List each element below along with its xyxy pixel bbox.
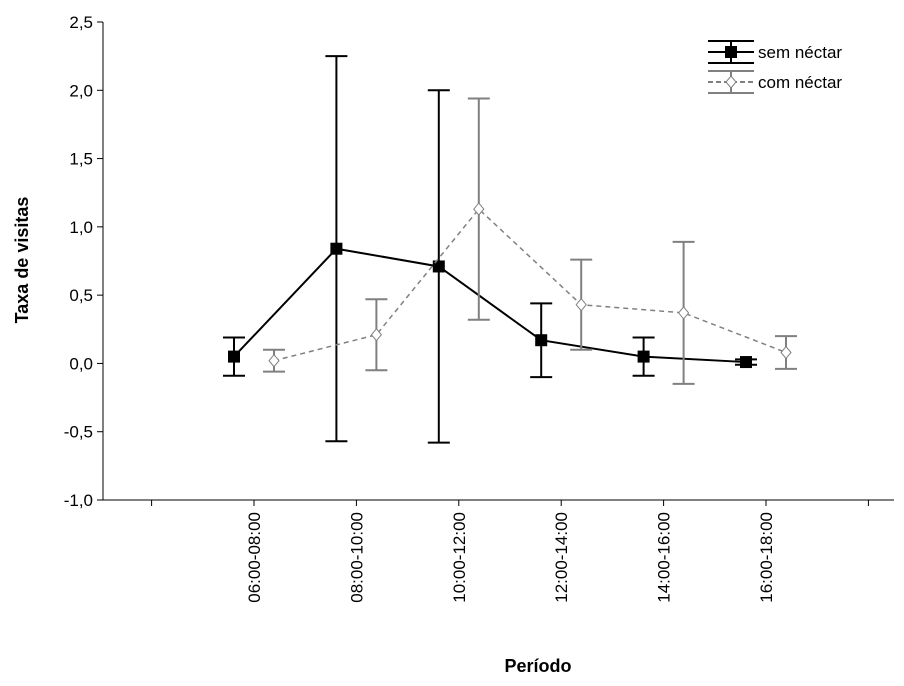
y-tick-label: 1,5 bbox=[69, 150, 93, 169]
marker bbox=[228, 350, 240, 363]
marker bbox=[535, 334, 548, 347]
y-tick-label: 2,0 bbox=[69, 81, 93, 100]
y-tick-label: -1,0 bbox=[64, 491, 93, 510]
y-tick-label: 0,0 bbox=[69, 354, 93, 373]
legend-label: com néctar bbox=[758, 73, 842, 92]
x-tick-label: 14:00-16:00 bbox=[655, 512, 674, 603]
y-tick-label: 0,5 bbox=[69, 286, 93, 305]
x-tick-label: 10:00-12:00 bbox=[450, 512, 469, 603]
x-axis-label: Período bbox=[504, 656, 571, 676]
x-tick-label: 16:00-18:00 bbox=[757, 512, 776, 603]
y-axis-label: Taxa de visitas bbox=[12, 197, 32, 324]
marker bbox=[473, 202, 485, 216]
marker bbox=[740, 356, 752, 369]
y-tick-label: 2,5 bbox=[69, 13, 93, 32]
series-line bbox=[273, 208, 787, 362]
marker bbox=[780, 345, 792, 360]
legend-label: sem néctar bbox=[758, 43, 842, 62]
x-tick-label: 12:00-14:00 bbox=[552, 512, 571, 603]
x-tick-label: 08:00-10:00 bbox=[347, 512, 366, 603]
series-line bbox=[233, 247, 747, 364]
y-tick-label: -0,5 bbox=[64, 423, 93, 442]
marker bbox=[575, 297, 587, 312]
marker bbox=[330, 242, 343, 255]
legend-marker bbox=[725, 75, 737, 89]
y-tick-label: 1,0 bbox=[69, 218, 93, 237]
marker bbox=[637, 350, 650, 363]
legend-marker bbox=[725, 46, 737, 58]
x-tick-label: 06:00-08:00 bbox=[245, 512, 264, 603]
marker bbox=[432, 260, 445, 273]
marker bbox=[677, 306, 690, 320]
marker bbox=[370, 327, 383, 342]
marker bbox=[268, 353, 280, 368]
